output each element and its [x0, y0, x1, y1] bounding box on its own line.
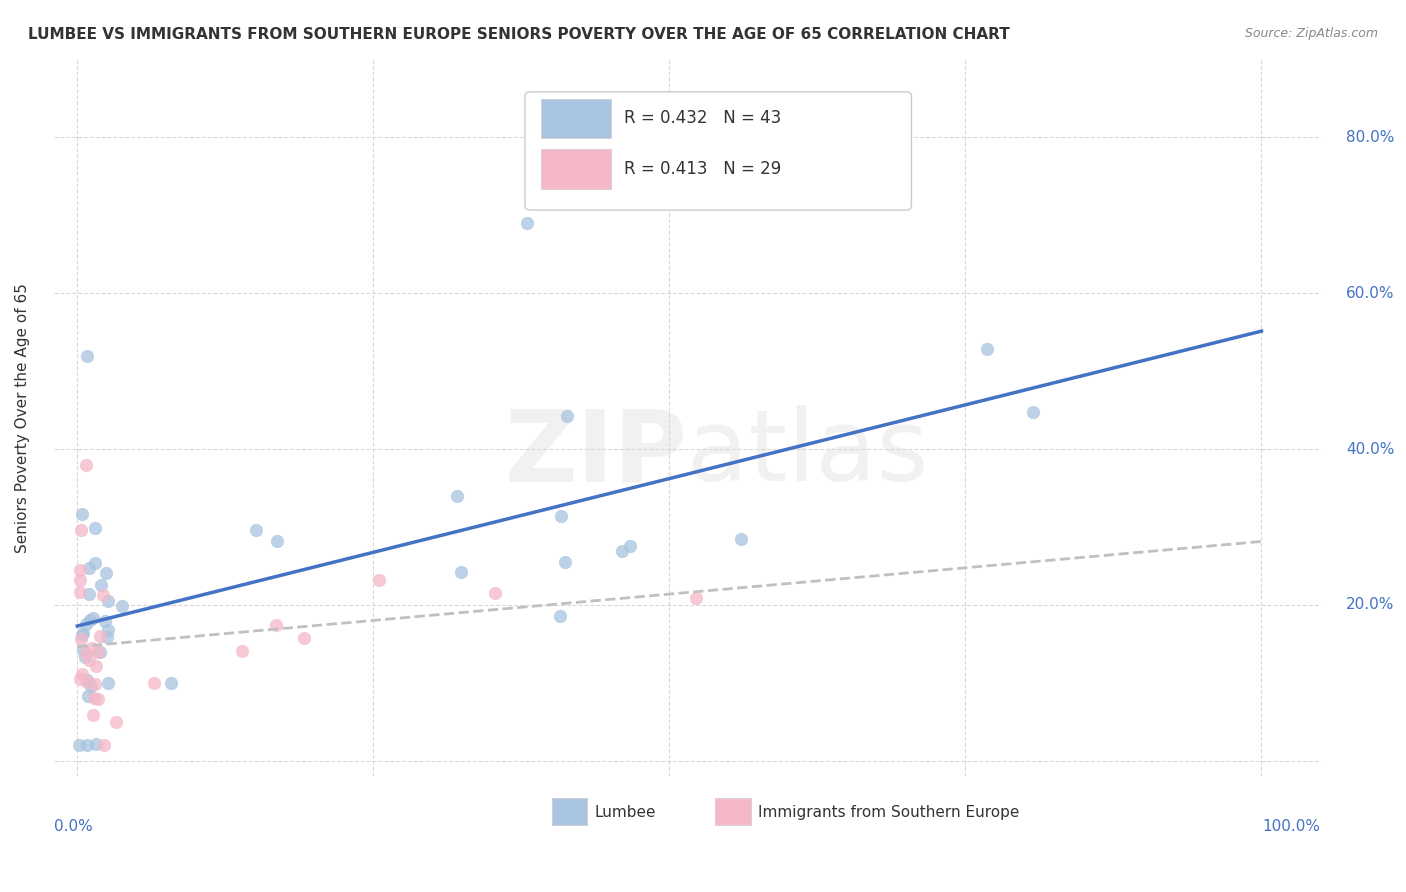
Point	[75, 617, 97, 632]
Text: 0.0%: 0.0%	[53, 819, 93, 834]
Point	[550, 608, 572, 623]
Point	[69, 585, 91, 599]
Point	[72, 642, 94, 657]
Point	[367, 573, 389, 587]
Point	[450, 565, 472, 579]
Text: 40.0%: 40.0%	[1346, 442, 1395, 457]
Point	[142, 676, 165, 690]
Point	[69, 523, 91, 537]
Point	[231, 643, 253, 657]
Point	[685, 591, 707, 606]
Text: R = 0.413   N = 29: R = 0.413 N = 29	[624, 161, 782, 178]
Point	[96, 630, 118, 644]
Point	[104, 714, 127, 729]
Point	[550, 508, 572, 523]
Point	[292, 631, 315, 645]
Text: ZIP: ZIP	[505, 405, 688, 502]
Text: 20.0%: 20.0%	[1346, 598, 1395, 612]
Point	[93, 614, 115, 628]
Y-axis label: Seniors Poverty Over the Age of 65: Seniors Poverty Over the Age of 65	[15, 283, 30, 553]
Point	[266, 534, 288, 549]
Point	[76, 349, 98, 363]
Point	[70, 507, 93, 521]
Point	[76, 673, 98, 687]
Point	[77, 561, 100, 575]
Point	[69, 632, 91, 647]
Point	[1022, 405, 1045, 419]
Point	[84, 521, 107, 535]
Point	[77, 689, 100, 703]
Point	[160, 676, 183, 690]
Point	[93, 738, 115, 752]
Point	[84, 556, 107, 570]
Point	[82, 708, 104, 723]
Point	[79, 586, 101, 600]
Point	[111, 599, 134, 613]
Point	[84, 737, 107, 751]
FancyBboxPatch shape	[524, 92, 911, 211]
Point	[76, 738, 98, 752]
Text: 60.0%: 60.0%	[1346, 285, 1395, 301]
Point	[97, 676, 120, 690]
Text: R = 0.432   N = 43: R = 0.432 N = 43	[624, 110, 782, 128]
Point	[266, 618, 288, 632]
Text: 100.0%: 100.0%	[1263, 819, 1320, 834]
Point	[75, 650, 97, 665]
Point	[79, 613, 101, 627]
Bar	[716, 797, 751, 825]
Text: Lumbee: Lumbee	[595, 805, 657, 820]
Text: 80.0%: 80.0%	[1346, 130, 1395, 145]
Point	[75, 458, 97, 472]
Point	[80, 679, 103, 693]
Point	[69, 672, 91, 686]
Point	[83, 690, 105, 705]
Point	[94, 566, 117, 581]
Point	[91, 588, 114, 602]
Point	[89, 629, 111, 643]
Point	[554, 555, 576, 569]
Point	[612, 543, 634, 558]
Text: LUMBEE VS IMMIGRANTS FROM SOUTHERN EUROPE SENIORS POVERTY OVER THE AGE OF 65 COR: LUMBEE VS IMMIGRANTS FROM SOUTHERN EUROP…	[28, 27, 1010, 42]
Point	[97, 623, 120, 637]
Point	[557, 409, 579, 423]
Point	[83, 677, 105, 691]
Bar	[541, 149, 612, 188]
Point	[619, 539, 641, 553]
Point	[446, 490, 468, 504]
Point	[84, 659, 107, 673]
Point	[67, 738, 90, 752]
Point	[976, 343, 998, 357]
Point	[516, 216, 538, 230]
Point	[97, 594, 120, 608]
Bar	[551, 797, 588, 825]
Point	[76, 674, 98, 689]
Text: atlas: atlas	[688, 405, 929, 502]
Point	[82, 641, 104, 656]
Point	[89, 645, 111, 659]
Point	[245, 523, 267, 537]
Text: Immigrants from Southern Europe: Immigrants from Southern Europe	[758, 805, 1019, 820]
Point	[86, 645, 108, 659]
Point	[72, 667, 94, 681]
Bar	[541, 99, 612, 138]
Point	[77, 652, 100, 666]
Point	[484, 585, 506, 599]
Point	[82, 610, 104, 624]
Point	[90, 578, 112, 592]
Point	[69, 563, 91, 577]
Point	[87, 692, 110, 706]
Point	[730, 532, 752, 546]
Point	[70, 628, 93, 642]
Point	[69, 574, 91, 588]
Text: Source: ZipAtlas.com: Source: ZipAtlas.com	[1244, 27, 1378, 40]
Point	[72, 625, 94, 640]
Point	[75, 646, 97, 660]
